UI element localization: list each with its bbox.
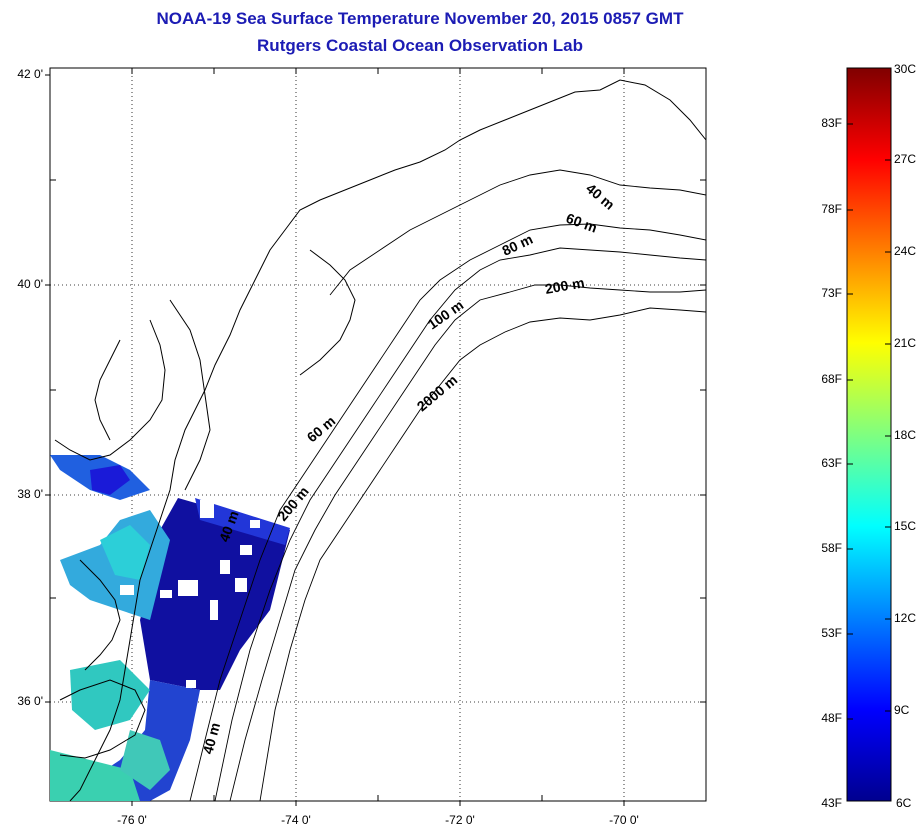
lon-label-72: -72 0' xyxy=(445,813,475,827)
sst-sound-south xyxy=(70,660,150,730)
lon-label-74: -74 0' xyxy=(281,813,311,827)
colorbar-c-24: 24C xyxy=(894,244,916,258)
lat-label-40: 40 0' xyxy=(17,277,43,291)
colorbar-f-58: 58F xyxy=(821,541,842,555)
isobaths xyxy=(189,169,706,801)
lat-label-36: 36 0' xyxy=(17,694,43,708)
colorbar-f-43: 43F xyxy=(821,796,842,810)
colorbar-ticks xyxy=(847,123,891,720)
isobath-label-200m-north: 200 m xyxy=(544,274,586,297)
sst-sound-lower xyxy=(50,750,140,801)
colorbar-c-12: 12C xyxy=(894,611,916,625)
cloud-mask xyxy=(120,500,260,688)
colorbar-f-73: 73F xyxy=(821,286,842,300)
coastline xyxy=(54,79,706,801)
map-subtitle: Rutgers Coastal Ocean Observation Lab xyxy=(257,36,583,55)
sst-sound-mid xyxy=(120,730,170,790)
grid-lines xyxy=(50,68,706,801)
sst-north-patch xyxy=(90,465,130,495)
colorbar-f-53: 53F xyxy=(821,626,842,640)
colorbar-c-15: 15C xyxy=(894,519,916,533)
colorbar-c-27: 27C xyxy=(894,152,916,166)
colorbar-c-30: 30C xyxy=(894,62,916,76)
colorbar-f-68: 68F xyxy=(821,372,842,386)
lat-label-38: 38 0' xyxy=(17,487,43,501)
lat-label-42: 42 0' xyxy=(17,67,43,81)
frame-ticks xyxy=(45,68,706,806)
lon-label-76: -76 0' xyxy=(117,813,147,827)
sst-chesapeake-cyan xyxy=(100,525,150,580)
colorbar-c-9: 9C xyxy=(894,703,910,717)
sst-swath-north xyxy=(195,498,290,545)
colorbar-c-18: 18C xyxy=(894,428,916,442)
colorbar-f-78: 78F xyxy=(821,202,842,216)
sst-data-layer xyxy=(50,455,290,801)
colorbar-f-48: 48F xyxy=(821,711,842,725)
colorbar-c-21: 21C xyxy=(894,336,916,350)
colorbar-c-6: 6C xyxy=(896,796,912,810)
lon-label-70: -70 0' xyxy=(609,813,639,827)
colorbar xyxy=(846,67,892,802)
sst-swath-offshore xyxy=(140,498,290,690)
colorbar-f-83: 83F xyxy=(821,116,842,130)
colorbar-f-63: 63F xyxy=(821,456,842,470)
isobath-label-40m-south: 40 m xyxy=(199,721,223,756)
map-title: NOAA-19 Sea Surface Temperature November… xyxy=(156,9,684,28)
